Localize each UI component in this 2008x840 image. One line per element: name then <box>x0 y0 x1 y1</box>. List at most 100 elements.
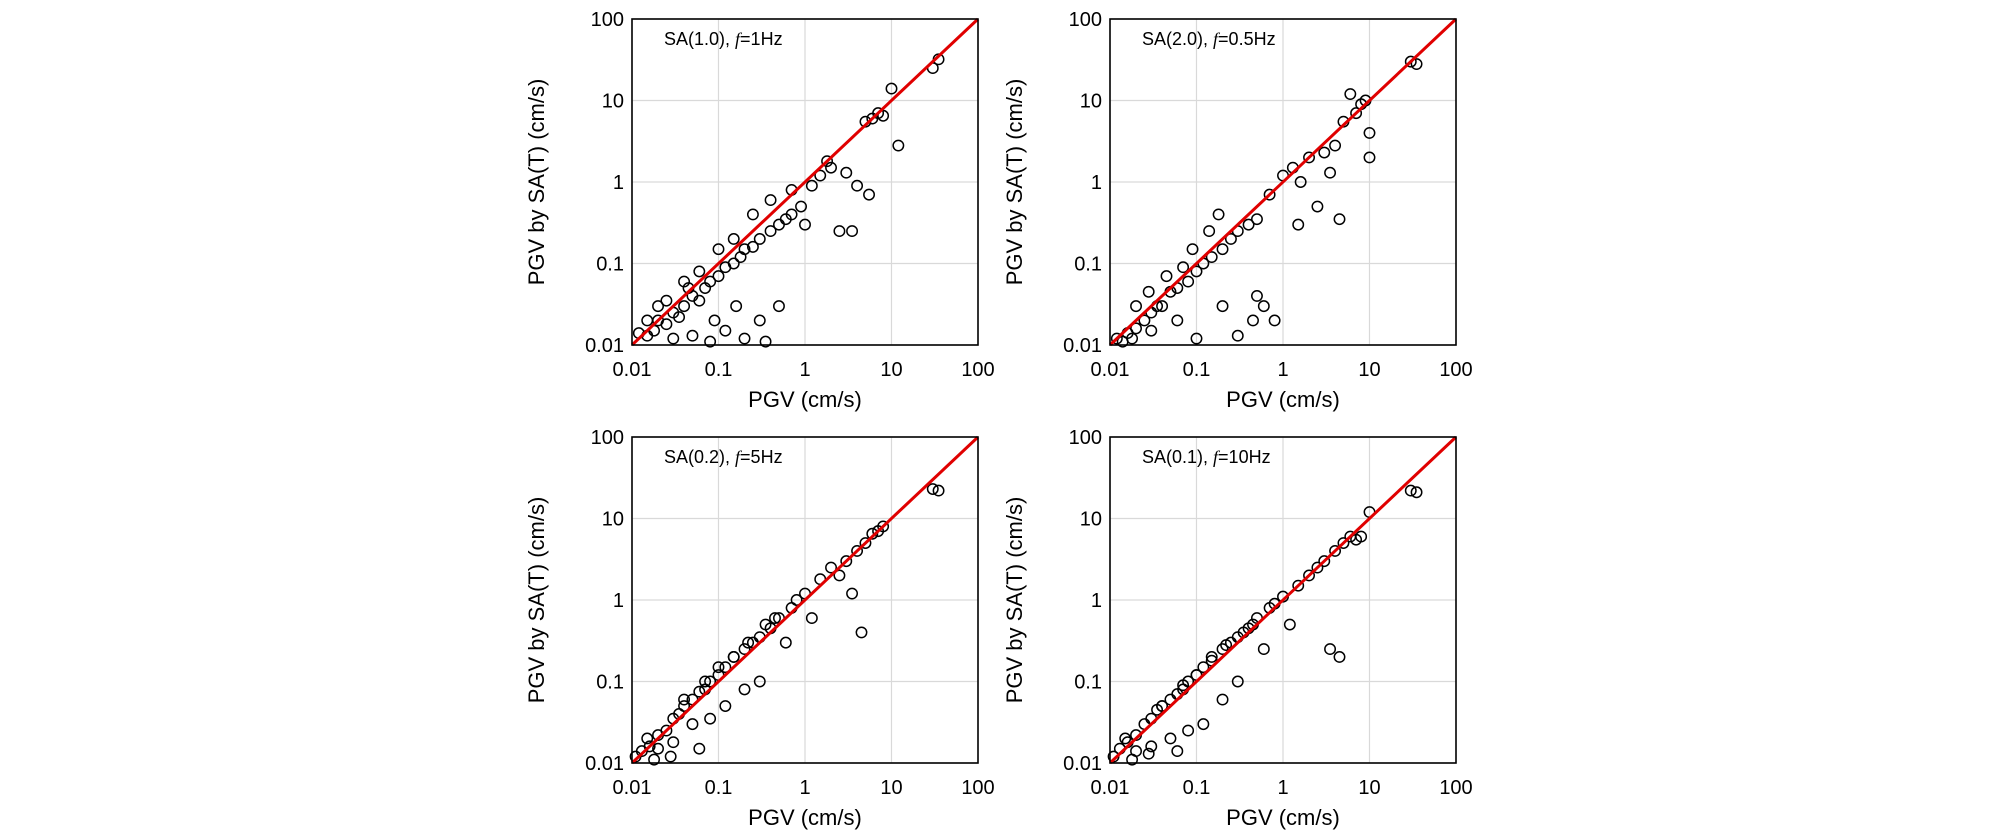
data-point <box>1329 139 1342 152</box>
data-point <box>708 314 721 327</box>
x-axis-title: PGV (cm/s) <box>1226 805 1340 830</box>
y-tick-label: 1 <box>613 172 624 194</box>
data-point <box>1257 643 1270 656</box>
panel-label-period: SA(2.0), <box>1142 29 1213 49</box>
scatter-panel-3: 0.01 0.1 1 10 100 0.01 0.1 1 10 100 PGV (cm/s) PGV … <box>524 427 995 830</box>
y-tick-label: 0.1 <box>596 672 624 694</box>
data-point <box>1138 314 1151 327</box>
panel-label-frequency-symbol: f <box>735 29 743 49</box>
data-point <box>926 483 939 495</box>
x-tick-label: 10 <box>880 359 902 381</box>
y-tick-label: 0.1 <box>1074 672 1102 694</box>
x-tick-label: 1 <box>1277 777 1288 799</box>
data-point <box>866 527 879 540</box>
data-point <box>877 520 890 533</box>
data-point <box>1224 233 1237 245</box>
panel-label: SA(1.0), f=1Hz <box>664 29 783 49</box>
data-point <box>1318 146 1331 159</box>
data-point <box>704 675 717 688</box>
data-point <box>693 742 706 755</box>
data-point <box>759 618 772 631</box>
data-point <box>785 208 798 221</box>
data-point <box>846 225 859 238</box>
x-tick-label: 100 <box>961 777 994 799</box>
x-tick-label: 0.1 <box>1183 777 1211 799</box>
data-point <box>1156 700 1169 712</box>
data-point <box>643 740 656 753</box>
data-point <box>1294 176 1307 188</box>
panel-label-frequency-symbol: f <box>735 447 743 467</box>
data-point <box>1190 332 1203 345</box>
y-tick-label: 100 <box>1069 9 1102 31</box>
data-point <box>1142 285 1155 298</box>
data-point <box>825 561 837 574</box>
data-point <box>660 294 673 307</box>
data-point <box>727 233 740 245</box>
data-point <box>678 693 691 706</box>
data-point <box>712 661 725 674</box>
data-point <box>686 718 699 731</box>
data-point <box>759 335 772 348</box>
data-point <box>795 200 807 213</box>
panel-label-frequency-value: =1Hz <box>740 29 783 49</box>
data-point <box>877 109 890 122</box>
one-to-one-reference-line <box>1108 435 1458 765</box>
data-point <box>1350 107 1363 120</box>
data-point <box>719 324 732 337</box>
data-point <box>699 675 712 688</box>
scatter-panel-4: 0.01 0.1 1 10 100 0.01 0.1 1 10 100 PGV (cm/s) PGV … <box>1002 427 1473 830</box>
data-point <box>746 240 759 253</box>
data-point <box>704 712 717 725</box>
y-axis-title: PGV by SA(T) (cm/s) <box>1002 497 1027 704</box>
panel-label-period: SA(0.2), <box>664 447 735 467</box>
data-point <box>727 257 740 270</box>
x-axis-title: PGV (cm/s) <box>748 387 862 412</box>
data-point <box>742 636 755 649</box>
data-point <box>840 166 853 179</box>
data-point <box>1329 544 1342 557</box>
data-point <box>1212 208 1225 221</box>
x-tick-label: 100 <box>1439 359 1472 381</box>
data-point <box>814 169 827 182</box>
x-tick-label: 1 <box>799 777 810 799</box>
x-tick-label: 0.1 <box>1183 359 1211 381</box>
data-point <box>1164 732 1177 745</box>
data-point <box>1231 329 1244 342</box>
data-point <box>1197 661 1210 674</box>
data-point <box>1171 745 1184 758</box>
y-tick-label: 0.01 <box>585 335 624 357</box>
data-point <box>1404 55 1417 68</box>
y-tick-label: 0.01 <box>1063 335 1102 357</box>
x-axis-title: PGV (cm/s) <box>748 805 862 830</box>
plot-frame <box>631 18 979 346</box>
data-point <box>863 188 875 201</box>
data-point <box>885 82 898 95</box>
data-point <box>753 314 766 327</box>
one-to-one-reference-line <box>630 17 980 347</box>
data-point <box>1410 58 1423 71</box>
data-point <box>1283 618 1296 631</box>
data-point <box>1160 270 1173 283</box>
data-point <box>855 626 868 639</box>
data-point <box>641 314 654 327</box>
x-tick-label: 10 <box>1358 359 1380 381</box>
data-point <box>1355 530 1368 543</box>
data-point <box>1363 151 1376 164</box>
data-point <box>1231 675 1244 688</box>
data-point <box>664 750 677 763</box>
data-point <box>1142 747 1155 760</box>
data-point <box>1344 88 1357 100</box>
data-point <box>1251 289 1263 302</box>
panel-label-frequency-value: =0.5Hz <box>1218 29 1276 49</box>
x-tick-label: 0.01 <box>613 359 652 381</box>
data-point <box>1145 740 1158 753</box>
data-point <box>1197 718 1210 731</box>
data-point <box>1216 243 1229 256</box>
data-point <box>779 636 792 649</box>
data-point <box>1205 251 1218 263</box>
y-axis-title: PGV by SA(T) (cm/s) <box>524 497 549 704</box>
x-tick-label: 1 <box>1277 359 1288 381</box>
data-point <box>660 318 673 331</box>
plot-frame <box>631 436 979 764</box>
